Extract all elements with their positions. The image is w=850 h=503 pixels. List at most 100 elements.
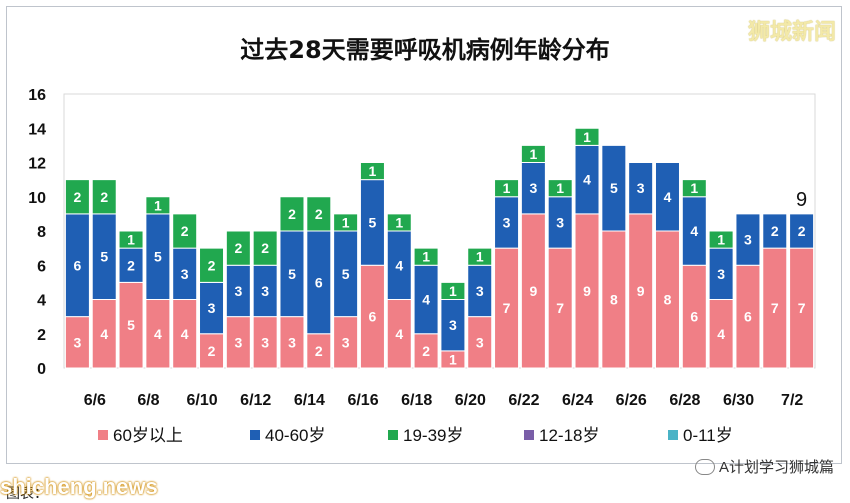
bar-segment <box>386 230 412 300</box>
bar-value-label: 7 <box>771 300 779 316</box>
wechat-account: A计划学习狮城篇 <box>694 456 834 477</box>
bar-value-label: 1 <box>717 232 725 248</box>
bar-segment <box>574 127 600 146</box>
bar-value-label: 2 <box>798 223 806 239</box>
bar-value-label: 5 <box>610 180 618 196</box>
bar-value-label: 3 <box>476 334 484 350</box>
bar-segment <box>91 179 117 215</box>
bar-segment <box>601 144 627 232</box>
bar-value-label: 7 <box>798 300 806 316</box>
chart-title: 过去28天需要呼吸机病例年龄分布 <box>240 36 609 64</box>
bar-value-label: 2 <box>261 240 269 256</box>
y-tick-label: 4 <box>37 293 46 310</box>
bar-value-label: 1 <box>583 129 591 145</box>
bar-value-label: 2 <box>315 343 323 359</box>
bar-segment <box>64 213 90 318</box>
bar-value-label: 6 <box>744 309 752 325</box>
bar-value-label: 3 <box>717 266 725 282</box>
bar-segment <box>654 162 680 232</box>
bar-value-label: 3 <box>529 180 537 196</box>
bar-segment <box>467 247 493 266</box>
bar-value-label: 3 <box>208 300 216 316</box>
bar-value-label: 4 <box>181 326 189 342</box>
bar-value-label: 3 <box>234 334 242 350</box>
legend-swatch <box>250 430 260 440</box>
bar-segment <box>520 144 546 163</box>
bar-segment <box>440 281 466 300</box>
bar-segment <box>306 333 332 369</box>
bar-value-label: 4 <box>717 326 725 342</box>
bar-value-label: 3 <box>503 214 511 230</box>
bar-segment <box>145 196 171 215</box>
bar-segment <box>762 247 788 369</box>
bar-segment <box>118 247 144 283</box>
bar-segment <box>64 179 90 215</box>
x-tick-label: 6/12 <box>240 392 271 409</box>
annotations-group: 9 <box>796 189 807 211</box>
bar-segment <box>172 213 198 249</box>
bar-value-label: 7 <box>556 300 564 316</box>
bar-value-label: 2 <box>127 257 135 273</box>
bar-segment <box>199 333 225 369</box>
bar-segment <box>199 247 225 283</box>
legend-label: 40-60岁 <box>265 426 325 445</box>
bar-value-label: 3 <box>744 232 752 248</box>
bar-value-label: 5 <box>288 266 296 282</box>
bar-value-label: 1 <box>127 232 135 248</box>
bar-value-label: 4 <box>395 326 403 342</box>
x-tick-label: 6/14 <box>294 392 325 409</box>
bar-value-label: 1 <box>395 214 403 230</box>
bar-value-label: 1 <box>422 249 430 265</box>
x-tick-label: 6/6 <box>84 392 106 409</box>
x-tick-label: 6/16 <box>347 392 378 409</box>
bar-segment <box>333 316 359 369</box>
bar-value-label: 2 <box>315 206 323 222</box>
x-tick-label: 6/8 <box>137 392 159 409</box>
bar-value-label: 1 <box>449 283 457 299</box>
x-tick-label: 6/18 <box>401 392 432 409</box>
bar-segment <box>708 230 734 249</box>
bar-segment <box>628 162 654 215</box>
bar-segment <box>386 213 412 232</box>
bar-segment <box>413 247 439 266</box>
bar-value-label: 5 <box>342 266 350 282</box>
bar-segment <box>145 213 171 300</box>
y-tick-label: 10 <box>28 190 46 207</box>
bar-value-label: 9 <box>529 283 537 299</box>
bar-segment <box>547 247 573 369</box>
x-tick-label: 6/20 <box>455 392 486 409</box>
bar-value-label: 5 <box>127 317 135 333</box>
bar-value-label: 2 <box>181 223 189 239</box>
y-tick-label: 16 <box>28 87 46 104</box>
bar-value-label: 1 <box>556 180 564 196</box>
bar-value-label: 3 <box>556 214 564 230</box>
bar-value-label: 6 <box>690 309 698 325</box>
bar-segment <box>547 196 573 249</box>
bar-value-label: 1 <box>529 146 537 162</box>
x-tick-label: 6/22 <box>508 392 539 409</box>
bar-segment <box>681 196 707 266</box>
bar-value-label: 9 <box>583 283 591 299</box>
bar-value-label: 3 <box>74 334 82 350</box>
bar-value-label: 1 <box>690 180 698 196</box>
bar-value-label: 7 <box>503 300 511 316</box>
bar-segment <box>306 196 332 232</box>
bar-value-label: 9 <box>637 283 645 299</box>
bar-value-label: 1 <box>476 249 484 265</box>
bar-segment <box>359 162 385 181</box>
bar-segment <box>359 179 385 266</box>
x-tick-label: 6/26 <box>616 392 647 409</box>
bar-value-label: 2 <box>208 343 216 359</box>
bar-value-label: 2 <box>208 257 216 273</box>
bar-segment <box>91 299 117 369</box>
bar-value-label: 1 <box>369 163 377 179</box>
wechat-icon <box>694 458 715 475</box>
bar-value-label: 5 <box>154 249 162 265</box>
y-tick-label: 2 <box>37 327 46 344</box>
bar-value-label: 6 <box>315 274 323 290</box>
x-tick-label: 6/24 <box>562 392 593 409</box>
y-tick-label: 6 <box>37 258 46 275</box>
site-watermark: shicheng.news <box>0 474 158 499</box>
bar-segment <box>306 230 332 335</box>
bar-segment <box>547 179 573 198</box>
